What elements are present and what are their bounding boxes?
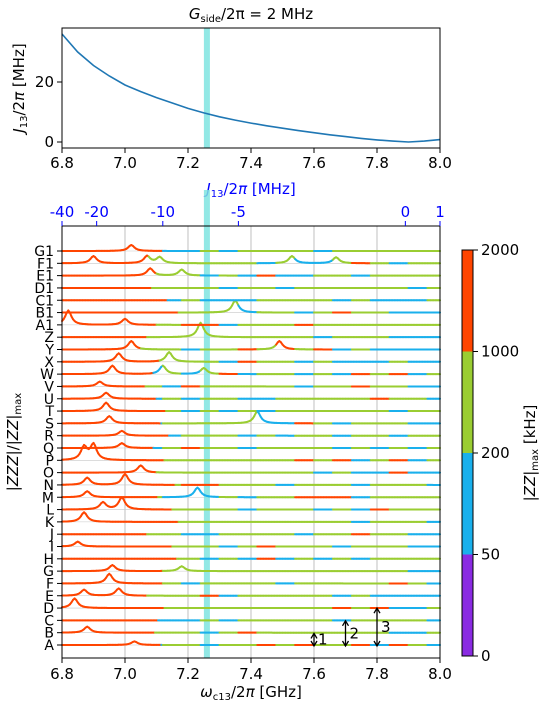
row-E xyxy=(61,587,441,597)
top-x-ticks: 6.8 7.0 7.2 7.4 7.6 7.8 8.0 xyxy=(50,148,452,172)
top-axes-frame xyxy=(61,27,441,149)
row-S xyxy=(61,410,441,425)
top-panel: Gside/2π = 2 MHz 0 20 6.8 7.0 7.2 7.4 7.6 7.8 8… xyxy=(10,5,452,172)
main-grid xyxy=(62,226,440,658)
top-x-tick-label: 7.8 xyxy=(365,154,389,172)
row-U xyxy=(61,391,441,400)
row-P xyxy=(61,441,441,462)
row-D xyxy=(61,597,441,610)
top-highlight-band xyxy=(203,28,210,148)
top-y-tick-label: 0 xyxy=(44,133,54,151)
top-x-tick-label: 8.0 xyxy=(428,154,452,172)
top-ylabel: J13/2π [MHz] xyxy=(10,43,30,135)
top-title: Gside/2π = 2 MHz xyxy=(189,5,313,25)
row-N xyxy=(61,473,441,486)
top-x-tick-label: 7.0 xyxy=(113,154,137,172)
row-I xyxy=(61,540,441,548)
row-T xyxy=(61,401,441,413)
row-K xyxy=(61,511,441,523)
row-O xyxy=(61,464,441,474)
top-series-line xyxy=(61,33,441,143)
top-y-ticks: 0 20 xyxy=(35,73,62,151)
row-Q xyxy=(61,442,441,449)
row-A xyxy=(61,640,441,646)
top-x-tick-label: 6.8 xyxy=(50,154,74,172)
top-y-tick-label: 20 xyxy=(35,73,54,91)
row-B xyxy=(61,625,441,634)
main-rows xyxy=(61,244,441,646)
top-x-tick-label: 7.4 xyxy=(239,154,263,172)
row-F xyxy=(61,572,441,585)
row-G xyxy=(61,564,441,573)
row-R xyxy=(61,429,441,437)
top-x-tick-label: 7.6 xyxy=(302,154,326,172)
row-L xyxy=(61,496,441,511)
row-M xyxy=(61,486,441,499)
main-top-xlabel: J13/2π [MHz] xyxy=(203,180,295,200)
top-x-tick-label: 7.2 xyxy=(176,154,200,172)
